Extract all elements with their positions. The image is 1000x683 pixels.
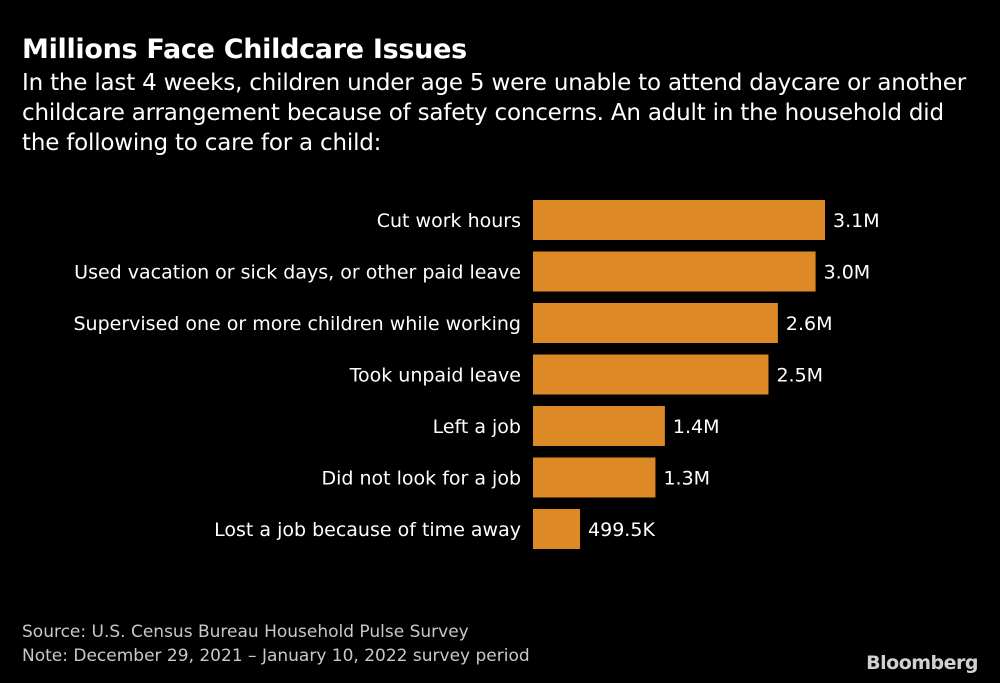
chart-title: Millions Face Childcare Issues (22, 34, 467, 65)
data-label: 499.5K (588, 519, 655, 541)
category-label: Did not look for a job (321, 468, 521, 490)
category-label: Left a job (433, 416, 521, 438)
data-label: 3.1M (833, 210, 880, 232)
bar (533, 406, 665, 446)
source-note: Source: U.S. Census Bureau Household Pul… (22, 622, 469, 642)
data-label: 1.4M (673, 416, 720, 438)
bar (533, 354, 769, 395)
survey-note: Note: December 29, 2021 – January 10, 20… (22, 646, 530, 666)
bar (533, 251, 816, 292)
data-label: 2.6M (786, 313, 833, 335)
data-label: 3.0M (824, 262, 871, 284)
category-label: Lost a job because of time away (214, 519, 521, 541)
category-label: Supervised one or more children while wo… (73, 313, 521, 335)
bar (533, 509, 581, 549)
bar (533, 457, 656, 498)
bar (533, 200, 825, 240)
category-label: Took unpaid leave (349, 365, 521, 387)
category-label: Used vacation or sick days, or other pai… (74, 262, 521, 284)
data-label: 1.3M (663, 468, 710, 490)
footer: Source: U.S. Census Bureau Household Pul… (22, 620, 530, 668)
category-label: Cut work hours (377, 210, 521, 232)
bloomberg-logo: Bloomberg (866, 652, 978, 674)
chart-subtitle: In the last 4 weeks, children under age … (22, 70, 966, 156)
data-label: 2.5M (776, 365, 823, 387)
bar (533, 303, 778, 343)
